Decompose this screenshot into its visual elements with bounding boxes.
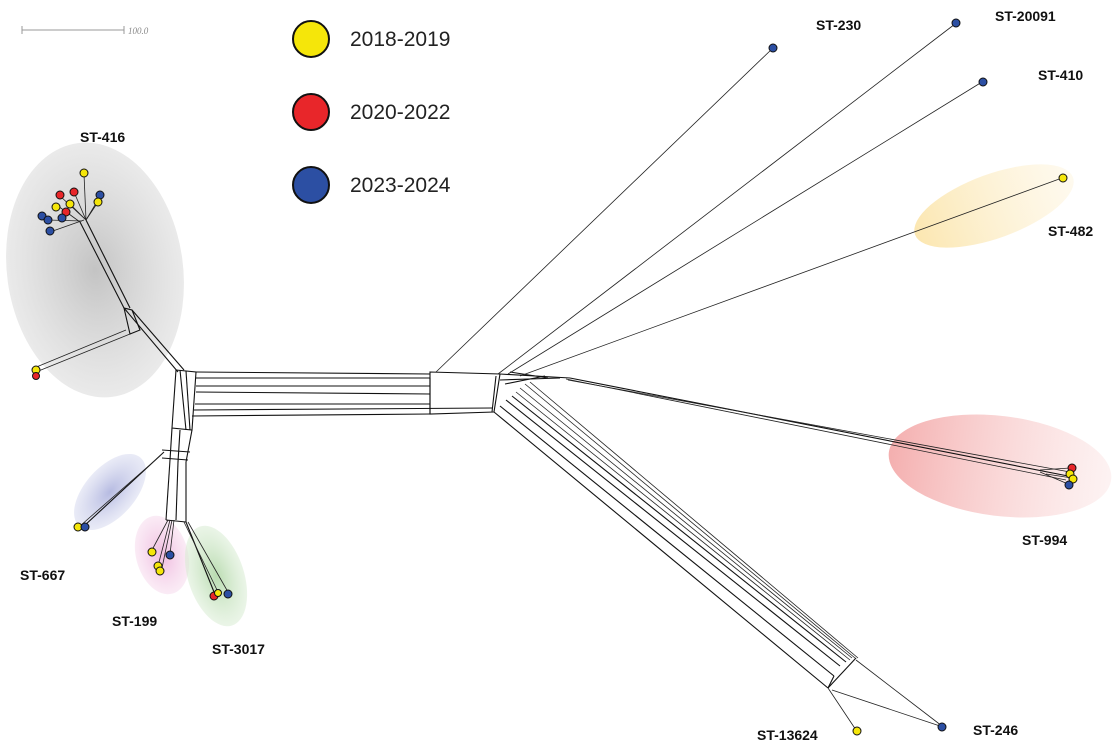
node [93, 197, 103, 207]
node [852, 726, 862, 736]
cluster-highlights [6, 142, 1112, 627]
legend: 2018-2019 2020-2022 2023-2024 [292, 20, 451, 204]
legend-swatch-2018-2019 [292, 20, 330, 58]
node [45, 226, 55, 236]
node [768, 43, 778, 53]
scale-bar-label: 100.0 [128, 26, 149, 36]
label-st-410: ST-410 [1038, 67, 1083, 83]
legend-label-2023-2024: 2023-2024 [350, 174, 451, 197]
label-st-246: ST-246 [973, 722, 1018, 738]
label-st-230: ST-230 [816, 17, 861, 33]
label-st-13624: ST-13624 [757, 727, 818, 742]
label-st-482: ST-482 [1048, 223, 1093, 239]
network-edges [33, 23, 1073, 731]
legend-label-2020-2022: 2020-2022 [350, 101, 450, 124]
highlight-st-3017 [184, 525, 248, 627]
node [937, 722, 947, 732]
highlight-st-667 [74, 453, 146, 531]
node [951, 18, 961, 28]
node [80, 522, 90, 532]
label-st-20091: ST-20091 [995, 8, 1056, 24]
label-st-667: ST-667 [20, 567, 65, 583]
node [69, 187, 79, 197]
node [79, 168, 89, 178]
node [978, 77, 988, 87]
node [147, 547, 157, 557]
node [65, 199, 75, 209]
node [165, 550, 175, 560]
label-st-3017: ST-3017 [212, 641, 265, 657]
label-st-416: ST-416 [80, 129, 125, 145]
node [51, 202, 61, 212]
legend-swatch-2020-2022 [292, 93, 330, 131]
highlight-st-994 [888, 414, 1112, 518]
node [1064, 480, 1074, 490]
highlight-st-482 [914, 164, 1074, 248]
node [155, 566, 165, 576]
label-st-199: ST-199 [112, 613, 157, 629]
node [32, 372, 40, 380]
legend-label-2018-2019: 2018-2019 [350, 28, 450, 51]
node [1058, 173, 1068, 183]
label-st-994: ST-994 [1022, 532, 1067, 548]
legend-swatch-2023-2024 [292, 166, 330, 204]
highlight-st-199 [134, 515, 190, 595]
node [214, 589, 222, 597]
node [223, 589, 233, 599]
highlight-st-416 [6, 142, 184, 398]
node [57, 213, 67, 223]
scale-bar: 100.0 [21, 26, 149, 36]
node [43, 215, 53, 225]
network-nodes [31, 18, 1078, 736]
cluster-labels: ST-416 ST-667 ST-199 ST-3017 ST-482 ST-9… [20, 8, 1093, 742]
node [55, 190, 65, 200]
